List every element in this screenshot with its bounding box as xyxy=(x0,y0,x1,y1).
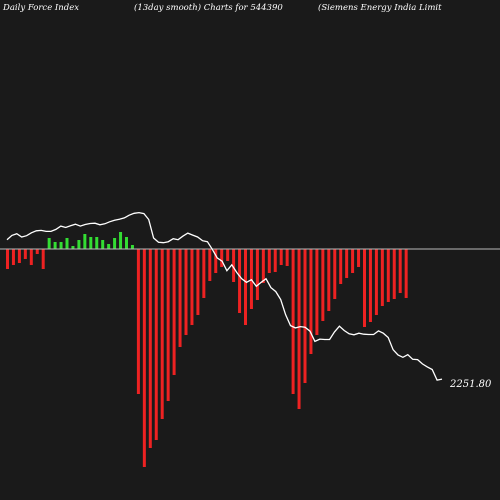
force-index-bar xyxy=(279,249,283,265)
force-index-bar xyxy=(291,249,295,394)
force-index-bar xyxy=(202,249,206,298)
last-value-label: 2251.80 xyxy=(449,379,492,390)
force-index-bar xyxy=(148,249,152,448)
force-index-bar xyxy=(404,249,408,298)
force-index-bar xyxy=(351,249,355,273)
force-index-bar xyxy=(166,249,170,401)
force-index-bar xyxy=(95,237,99,249)
force-index-bar xyxy=(65,238,69,249)
force-index-bar xyxy=(208,249,212,281)
force-index-bar xyxy=(303,249,307,383)
force-index-bar xyxy=(125,237,128,249)
force-index-bar xyxy=(309,249,313,354)
force-index-bar xyxy=(11,249,15,265)
force-index-bar xyxy=(220,249,224,267)
force-index-bar xyxy=(89,237,93,249)
indicator-title: Daily Force Index xyxy=(3,3,80,13)
force-index-bar xyxy=(315,249,319,335)
force-index-bar xyxy=(386,249,390,302)
force-index-bar xyxy=(214,249,218,273)
force-index-bar xyxy=(357,249,361,267)
force-index-bar xyxy=(267,249,271,273)
force-index-bar xyxy=(41,249,45,269)
force-index-bar xyxy=(77,240,81,249)
force-index-bar xyxy=(261,249,265,283)
force-index-bar xyxy=(178,249,182,347)
force-index-bar xyxy=(136,249,140,394)
force-index-bar xyxy=(238,249,242,313)
force-index-bar xyxy=(380,249,384,306)
force-index-bars xyxy=(6,232,408,467)
force-index-bar xyxy=(119,232,123,249)
force-index-bar xyxy=(29,249,33,265)
force-index-bar xyxy=(190,249,194,325)
force-index-bar xyxy=(345,249,349,278)
force-index-bar xyxy=(59,242,63,249)
force-index-bar xyxy=(226,249,230,261)
force-index-bar xyxy=(339,249,343,284)
force-index-bar xyxy=(196,249,200,315)
force-index-bar xyxy=(374,249,378,315)
force-index-bar xyxy=(6,249,9,269)
company-name: (Siemens Energy India Limit xyxy=(318,3,442,13)
force-index-bar xyxy=(83,234,87,249)
force-index-bar xyxy=(17,249,21,263)
force-index-bar xyxy=(142,249,146,467)
price-line xyxy=(6,211,443,381)
force-index-bar xyxy=(321,249,325,321)
force-index-bar xyxy=(113,238,117,249)
force-index-bar xyxy=(23,249,27,259)
force-index-bar xyxy=(53,242,57,249)
force-index-bar xyxy=(255,249,259,300)
force-index-bar xyxy=(160,249,164,419)
force-index-bar xyxy=(154,249,158,440)
force-index-bar xyxy=(184,249,188,335)
force-index-bar xyxy=(71,246,75,249)
force-index-bar xyxy=(327,249,331,311)
force-index-bar xyxy=(101,240,105,249)
force-index-bar xyxy=(244,249,247,325)
force-index-bar xyxy=(172,249,176,375)
force-index-bar xyxy=(107,244,111,249)
chart-subtitle: (13day smooth) Charts for 544390 xyxy=(134,3,283,13)
force-index-bar xyxy=(333,249,337,299)
force-index-bar xyxy=(35,249,39,254)
force-index-bar xyxy=(285,249,289,266)
force-index-bar xyxy=(368,249,372,322)
force-index-bar xyxy=(130,245,134,249)
force-index-bar xyxy=(398,249,402,293)
force-index-bar xyxy=(232,249,236,282)
force-index-bar xyxy=(297,249,301,409)
force-index-bar xyxy=(363,249,366,327)
force-index-bar xyxy=(273,249,277,272)
force-index-bar xyxy=(392,249,396,299)
force-index-bar xyxy=(47,238,51,249)
